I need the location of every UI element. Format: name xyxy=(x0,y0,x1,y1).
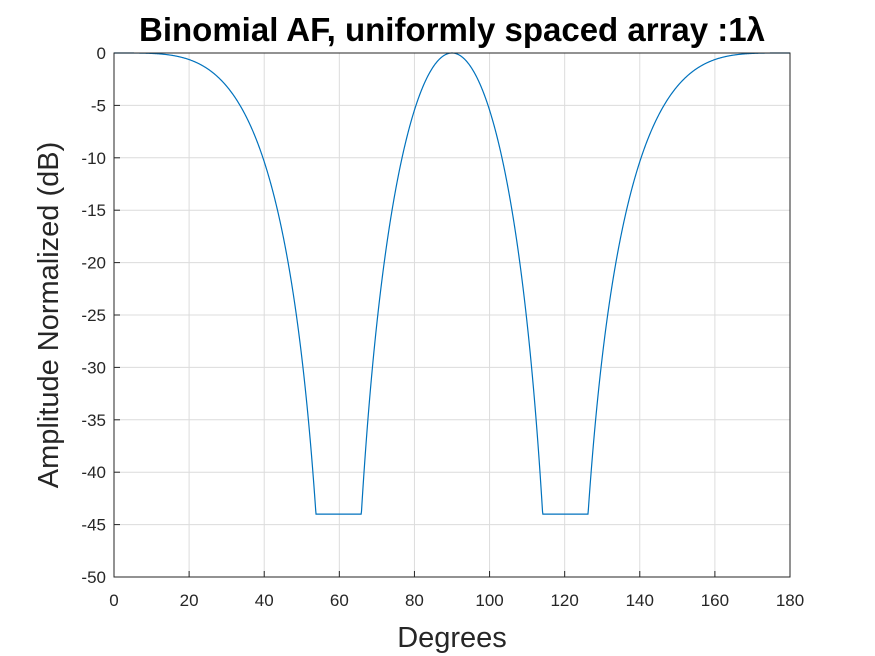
y-tick-label: -35 xyxy=(81,411,106,430)
y-tick-label: -10 xyxy=(81,149,106,168)
x-axis: 0 20 40 60 80 100 120 140 160 180 xyxy=(109,571,804,610)
x-axis-label: Degrees xyxy=(397,622,507,654)
y-tick-label: -5 xyxy=(91,96,106,115)
x-tick-label: 120 xyxy=(550,591,578,610)
x-tick-label: 180 xyxy=(776,591,804,610)
chart-title: Binomial AF, uniformly spaced array :1λ xyxy=(139,11,765,48)
x-tick-label: 100 xyxy=(475,591,503,610)
x-tick-label: 40 xyxy=(255,591,274,610)
y-tick-label: -45 xyxy=(81,516,106,535)
y-tick-label: 0 xyxy=(97,44,106,63)
x-tick-label: 60 xyxy=(330,591,349,610)
y-tick-label: -15 xyxy=(81,201,106,220)
plot-area: 0 20 40 60 80 100 120 140 160 180 0 -5 -10 -15 -20 -25… xyxy=(81,44,804,610)
x-tick-label: 140 xyxy=(626,591,654,610)
x-tick-label: 80 xyxy=(405,591,424,610)
y-axis-label: Amplitude Normalized (dB) xyxy=(33,142,65,489)
y-tick-label: -30 xyxy=(81,358,106,377)
x-tick-label: 0 xyxy=(109,591,118,610)
y-tick-label: -50 xyxy=(81,568,106,587)
y-tick-label: -20 xyxy=(81,254,106,273)
y-tick-label: -40 xyxy=(81,463,106,482)
y-axis: 0 -5 -10 -15 -20 -25 -30 -35 -40 -45 -50 xyxy=(81,44,120,587)
y-tick-label: -25 xyxy=(81,306,106,325)
grid xyxy=(113,52,791,578)
x-tick-label: 160 xyxy=(701,591,729,610)
x-tick-label: 20 xyxy=(180,591,199,610)
